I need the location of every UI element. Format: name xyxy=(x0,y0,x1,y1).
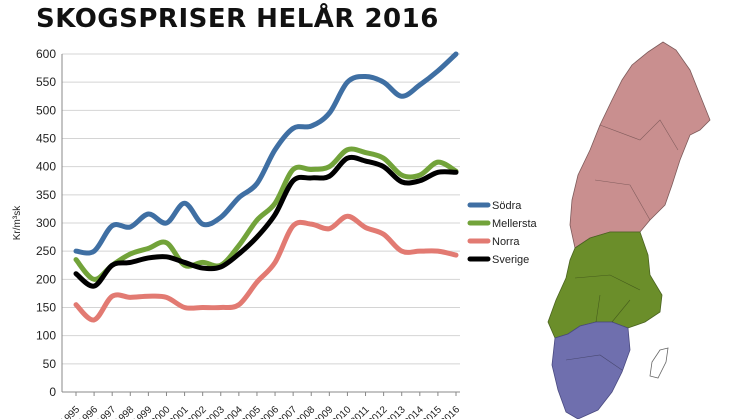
map-border-lines xyxy=(565,119,679,371)
y-tick-label: 150 xyxy=(36,301,56,315)
y-tick-label: 100 xyxy=(36,329,56,343)
y-tick-label: 600 xyxy=(36,47,56,61)
y-axis-label: Kr/m³sk xyxy=(12,205,23,240)
y-tick-label: 0 xyxy=(49,385,56,399)
y-tick-label: 400 xyxy=(36,160,56,174)
map-island-gotland xyxy=(649,347,669,379)
series-line-sverige xyxy=(73,154,459,289)
y-tick-label: 450 xyxy=(36,132,56,146)
map-region-sodra xyxy=(551,321,631,419)
y-tick-label: 300 xyxy=(36,216,56,230)
y-tick-label: 350 xyxy=(36,188,56,202)
y-tick-label: 500 xyxy=(36,103,56,117)
y-tick-label: 50 xyxy=(43,357,57,371)
y-tick-label: 200 xyxy=(36,272,56,286)
legend-label: Mellersta xyxy=(492,218,538,230)
y-tick-label: 250 xyxy=(36,244,56,258)
legend-label: Södra xyxy=(492,200,522,212)
series-line-mellersta xyxy=(73,146,459,282)
series-line-norra xyxy=(73,213,459,323)
chart-title: SKOGSPRISER HELÅR 2016 xyxy=(36,4,439,34)
legend-label: Norra xyxy=(492,236,520,248)
map-region-norra xyxy=(569,41,711,249)
y-tick-label: 550 xyxy=(36,75,56,89)
series-line-s-dra xyxy=(73,51,459,256)
legend-label: Sverige xyxy=(492,254,529,266)
